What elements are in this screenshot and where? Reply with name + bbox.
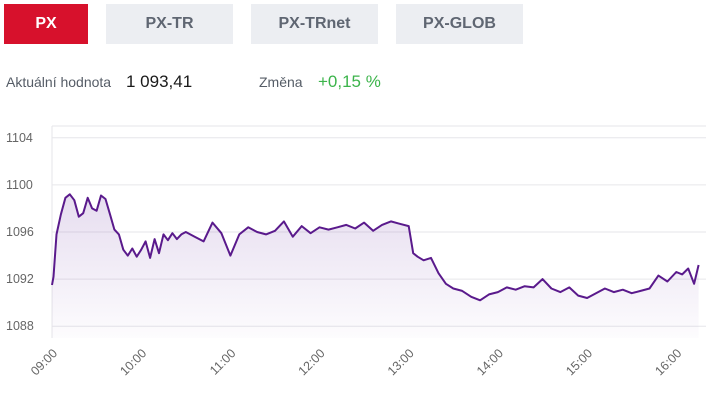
change-label: Změna [259,74,303,90]
x-tick-label: 13:00 [385,346,417,378]
change-value: +0,15 % [318,72,381,91]
x-tick-label: 14:00 [474,346,506,378]
chart-series-line [51,193,700,302]
tab-px-tr[interactable]: PX-TR [106,4,233,44]
index-chart: 1088 1092 1096 1100 1104 09:00 10:00 11:00 12:0… [6,125,706,378]
current-value-label: Aktuální hodnota [6,74,112,90]
y-tick-label: 1092 [6,272,34,286]
x-tick-label: 12:00 [296,346,328,378]
current-value: 1 093,41 [126,72,193,91]
index-tabs: PX PX-TR PX-TRnet PX-GLOB [4,4,523,44]
x-tick-label: 11:00 [207,346,238,377]
x-tick-label: 10:00 [117,346,149,378]
y-tick-label: 1100 [6,178,33,192]
y-tick-label: 1104 [6,131,33,145]
x-tick-label: 09:00 [28,346,60,378]
tab-px-trnet[interactable]: PX-TRnet [251,4,378,44]
y-tick-label: 1088 [6,319,34,333]
tab-px-glob[interactable]: PX-GLOB [396,4,523,44]
chart-area [52,194,699,338]
x-tick-label: 16:00 [652,346,684,378]
x-tick-label: 15:00 [563,346,595,378]
tab-px[interactable]: PX [4,4,88,44]
y-tick-label: 1096 [6,225,34,239]
